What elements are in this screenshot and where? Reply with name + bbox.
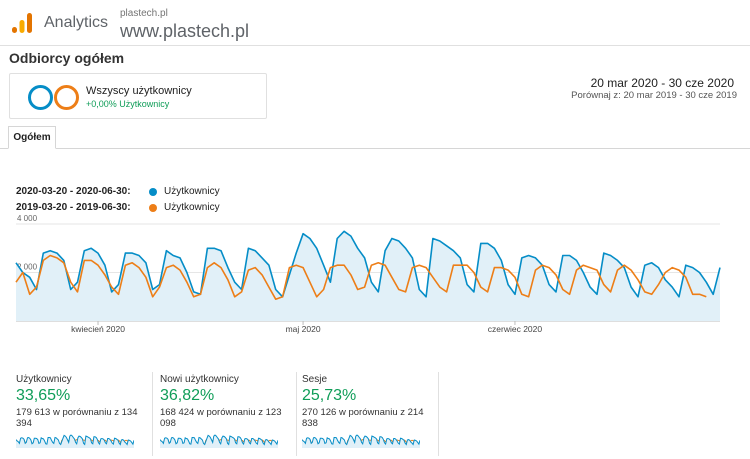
- y-tick-label: 4 000: [17, 214, 38, 223]
- metric-compare: 270 126 w porównaniu z 214 838: [302, 407, 424, 429]
- metric-compare: 179 613 w porównaniu z 134 394: [16, 407, 138, 429]
- account-name[interactable]: plastech.pl: [120, 8, 168, 19]
- legend-entry: 2020-03-20 - 2020-06-30: Użytkownicy: [16, 186, 220, 197]
- legend-range: 2020-03-20 - 2020-06-30:: [16, 186, 131, 197]
- x-tick-label: kwiecień 2020: [71, 324, 125, 334]
- metric-card-new-users[interactable]: Nowi użytkownicy 36,82% 168 424 w porówn…: [160, 372, 297, 456]
- x-tick-label: maj 2020: [286, 324, 321, 334]
- metric-label: Sesje: [302, 374, 328, 385]
- metric-value: 36,82%: [160, 387, 215, 404]
- y-tick-label: 2 000: [17, 263, 38, 272]
- metric-sparkline: [16, 434, 134, 448]
- metric-label: Użytkownicy: [16, 374, 72, 385]
- metric-value: 25,73%: [302, 387, 357, 404]
- series-line[interactable]: [15, 230, 721, 298]
- metric-card-sessions[interactable]: Sesje 25,73% 270 126 w porównaniu z 214 …: [302, 372, 439, 456]
- top-bar: Analytics plastech.pl www.plastech.pl: [0, 0, 750, 46]
- date-range-picker[interactable]: 20 mar 2020 - 30 cze 2020: [590, 76, 734, 90]
- metric-card-users[interactable]: Użytkownicy 33,65% 179 613 w porównaniu …: [16, 372, 153, 456]
- metric-sparkline: [302, 434, 420, 448]
- users-line-chart[interactable]: 4 000 2 000 kwiecień 2020 maj 2020 czerwiec …: [0, 210, 750, 340]
- legend-series[interactable]: Użytkownicy: [164, 186, 220, 197]
- segment-name: Wszyscy użytkownicy: [86, 85, 192, 97]
- tab-overview[interactable]: Ogółem: [8, 126, 56, 149]
- metric-label: Nowi użytkownicy: [160, 374, 239, 385]
- metric-compare: 168 424 w porównaniu z 123 098: [160, 407, 282, 429]
- legend-series[interactable]: Użytkownicy: [164, 202, 220, 213]
- legend-dot-icon: [149, 188, 157, 196]
- metric-value: 33,65%: [16, 387, 71, 404]
- segment-circle-icon: [28, 85, 53, 110]
- property-selector[interactable]: www.plastech.pl: [120, 21, 250, 41]
- tab-divider: [0, 148, 750, 149]
- x-tick-label: czerwiec 2020: [488, 324, 543, 334]
- legend-entry: 2019-03-20 - 2019-06-30: Użytkownicy: [16, 202, 220, 213]
- segment-change: +0,00% Użytkownicy: [86, 99, 170, 109]
- date-range-compare: Porównaj z: 20 mar 2019 - 30 cze 2019: [571, 90, 737, 101]
- app-title: Analytics: [44, 14, 109, 31]
- page-title: Odbiorcy ogółem: [9, 50, 125, 66]
- legend-range: 2019-03-20 - 2019-06-30:: [16, 202, 131, 213]
- metric-sparkline: [160, 434, 278, 448]
- series-line[interactable]: [15, 254, 707, 300]
- segment-card[interactable]: Wszyscy użytkownicy +0,00% Użytkownicy: [9, 73, 267, 119]
- segment-circle-icon: [54, 85, 79, 110]
- analytics-logo-icon[interactable]: [11, 12, 33, 34]
- legend-dot-icon: [149, 204, 157, 212]
